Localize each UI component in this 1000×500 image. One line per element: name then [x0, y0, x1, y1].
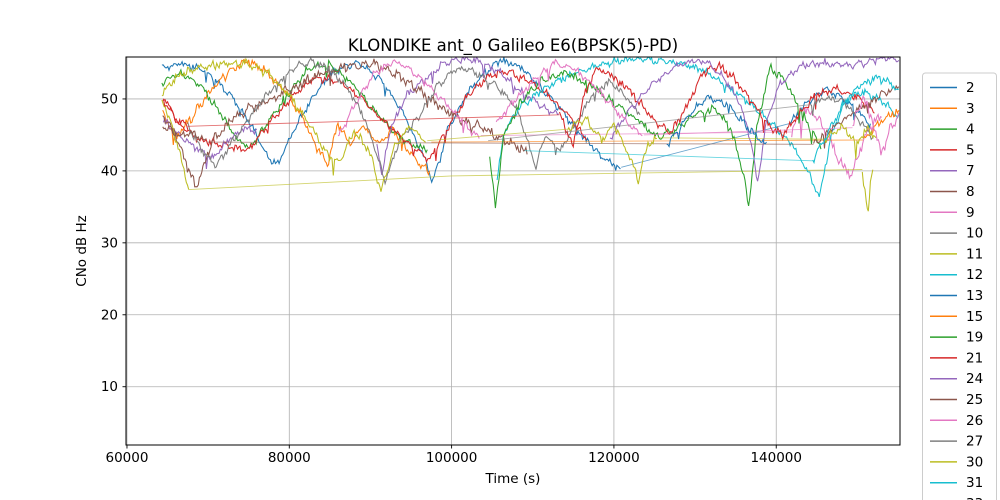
- series-25-connector: [206, 141, 814, 145]
- legend-label-8: 8: [966, 184, 975, 200]
- series-7-line: [376, 57, 559, 176]
- legend-label-10: 10: [966, 226, 983, 242]
- series-25-line: [162, 125, 207, 142]
- series-12-line: [496, 57, 900, 198]
- series-26-connector: [643, 127, 853, 136]
- y-tick-label: 40: [101, 163, 118, 179]
- series-30-line: [824, 122, 877, 159]
- legend-box: [922, 72, 997, 500]
- legend-label-3: 3: [966, 101, 975, 117]
- x-tick-label: 60000: [105, 450, 148, 466]
- legend-label-2: 2: [966, 80, 975, 96]
- legend-label-26: 26: [966, 413, 983, 429]
- series-33-line: [666, 94, 767, 148]
- series-group: [161, 57, 900, 212]
- series-27-line: [809, 94, 874, 141]
- series-2-line: [161, 57, 621, 184]
- series-30-line: [567, 115, 658, 185]
- series-11-line: [861, 169, 874, 212]
- series-26-line: [852, 95, 900, 156]
- legend-label-25: 25: [966, 392, 983, 408]
- y-tick-label: 10: [101, 379, 118, 395]
- legend-label-27: 27: [966, 434, 983, 450]
- y-tick-label: 50: [101, 91, 118, 107]
- series-5-line: [162, 69, 587, 164]
- y-axis-label-text: CNo dB Hz: [74, 215, 90, 287]
- series-21-line: [559, 60, 875, 149]
- legend-label-4: 4: [966, 122, 975, 138]
- y-tick-label: 20: [101, 307, 118, 323]
- x-tick-label: 80000: [268, 450, 311, 466]
- series-11-connector: [188, 169, 863, 191]
- series-10-line: [187, 57, 641, 186]
- series-30-connector: [658, 137, 825, 140]
- series-31-connector: [524, 150, 813, 162]
- series-9-line: [337, 59, 480, 139]
- series-30-connector: [427, 128, 568, 142]
- legend-label-12: 12: [966, 267, 983, 283]
- series-3-line: [162, 58, 431, 177]
- legend-label-9: 9: [966, 205, 975, 221]
- series-21-connector: [187, 114, 560, 127]
- legend-label-5: 5: [966, 142, 975, 158]
- legend-label-24: 24: [966, 371, 983, 387]
- legend-label-21: 21: [966, 350, 983, 366]
- series-26-line: [495, 58, 643, 137]
- series-8-line: [162, 58, 528, 188]
- series-21-line: [162, 98, 189, 131]
- plot-border: [125, 56, 901, 446]
- series-31-line: [812, 74, 899, 165]
- series-9-connector: [480, 131, 792, 137]
- legend-label-11: 11: [966, 246, 983, 262]
- legend-label-15: 15: [966, 309, 983, 325]
- x-axis-label: Time (s): [485, 471, 541, 487]
- legend-label-30: 30: [966, 454, 983, 470]
- series-4-line: [161, 58, 428, 154]
- series-15-line: [862, 108, 900, 139]
- legend-label-33: 33: [966, 496, 983, 500]
- legend-label-7: 7: [966, 163, 975, 179]
- legend-label-13: 13: [966, 288, 983, 304]
- y-tick-label: 30: [101, 235, 118, 251]
- series-11-line: [161, 99, 190, 190]
- x-tick-label: 140000: [750, 450, 802, 466]
- legend-label-31: 31: [966, 475, 983, 491]
- series-15-connector: [431, 139, 864, 143]
- chart-title: KLONDIKE ant_0 Galileo E6(BPSK(5)-PD): [347, 36, 679, 55]
- series-30-line: [161, 57, 426, 192]
- x-tick-label: 100000: [426, 450, 478, 466]
- legend-label-19: 19: [966, 330, 983, 346]
- series-27-connector: [488, 104, 811, 142]
- series-24-line: [609, 57, 900, 182]
- x-tick-label: 120000: [588, 450, 640, 466]
- series-19-line: [489, 62, 822, 209]
